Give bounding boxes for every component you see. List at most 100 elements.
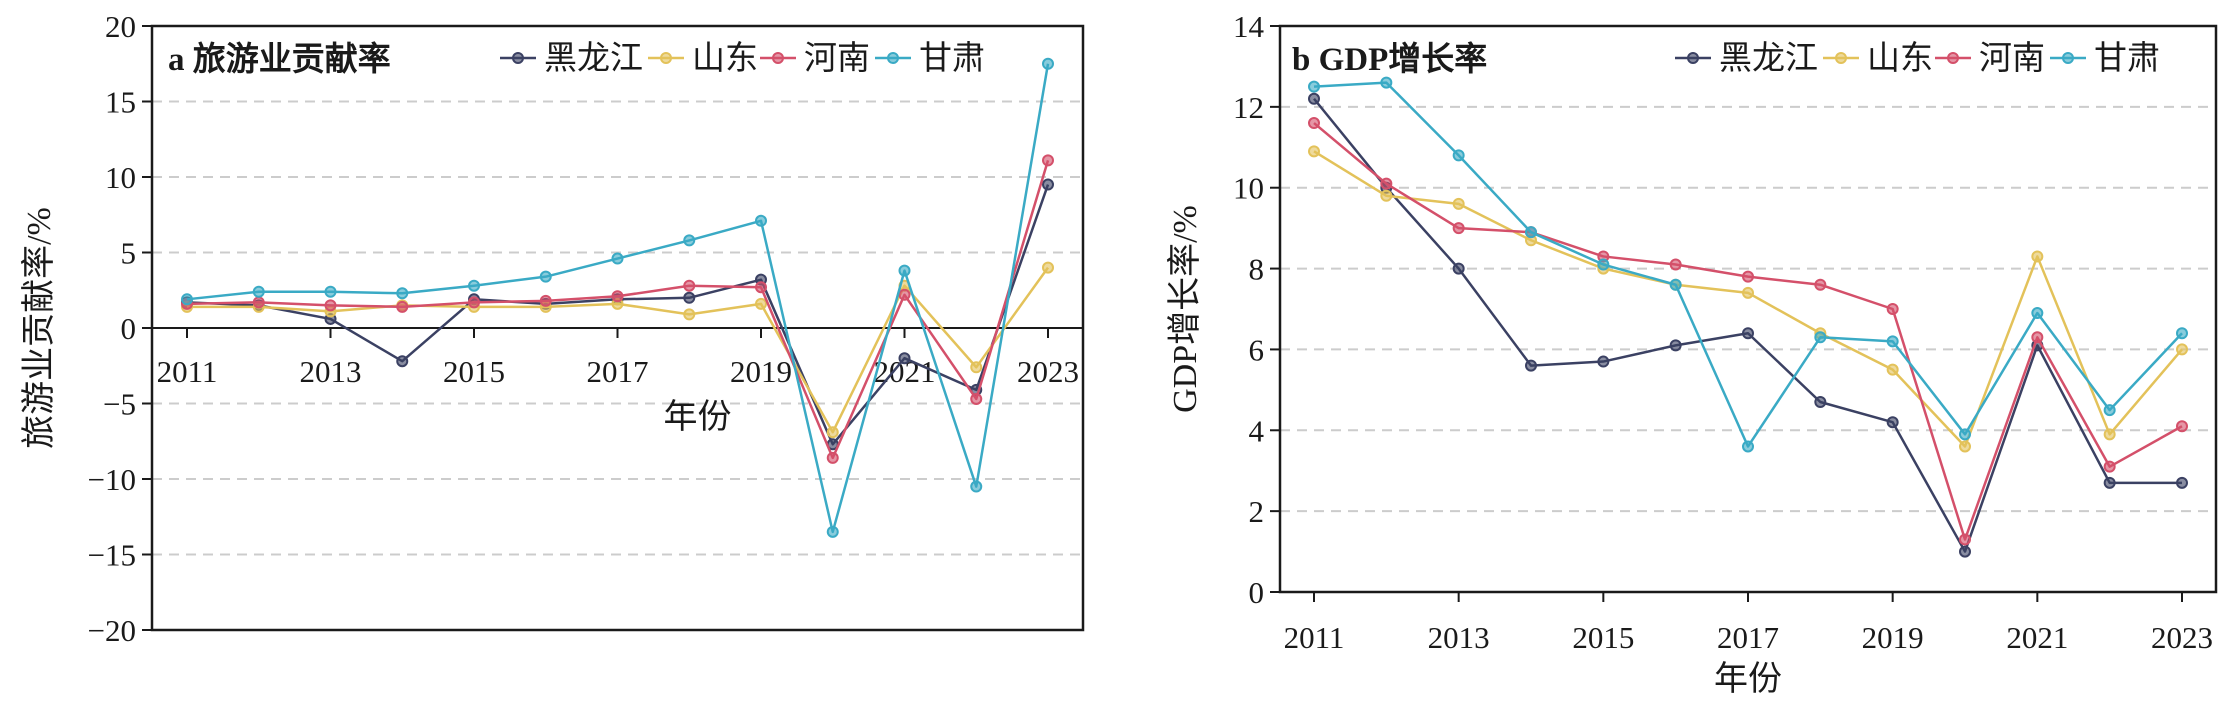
data-point [970, 392, 983, 405]
data-point [970, 480, 983, 493]
data-point [396, 300, 409, 313]
data-point [1525, 359, 1537, 372]
legend-marker [1947, 52, 1959, 64]
data-point [2103, 428, 2116, 441]
x-tick-label: 2015 [443, 354, 505, 389]
legend-label: 甘肃 [2094, 41, 2160, 77]
data-point [2176, 420, 2188, 433]
chart-gdp-growth: 14 12 10 8 6 4 2 0 2011 2013 2015 2017 2019 2021 2023 年… [1166, 9, 2218, 698]
x-tick-label: 2023 [2151, 620, 2213, 655]
y-tick-label: 14 [1233, 9, 1265, 44]
data-point [324, 299, 337, 312]
data-point [468, 279, 480, 292]
x-axis-label: 年份 [664, 398, 732, 436]
plot-frame [150, 24, 1085, 632]
data-point [1380, 76, 1393, 89]
data-point [826, 451, 839, 464]
y-tick-label: 5 [121, 236, 137, 271]
data-point [898, 352, 911, 365]
data-point [252, 285, 265, 298]
data-point [611, 290, 624, 303]
data-point [1959, 533, 1971, 546]
legend-label: 山东 [692, 40, 758, 77]
data-point [539, 294, 552, 307]
y-tick-label: 15 [105, 85, 136, 120]
y-tick-label: −20 [88, 613, 136, 648]
data-point [1597, 258, 1610, 271]
series-line-1 [1313, 97, 2182, 553]
data-point [2031, 331, 2044, 344]
y-axis-label: GDP增长率/% [1166, 205, 1204, 413]
x-axis-label: 年份 [1714, 660, 1782, 698]
data-point [2176, 327, 2188, 340]
data-point [2103, 476, 2116, 489]
data-point [1452, 222, 1465, 235]
data-point [683, 291, 696, 304]
data-point [683, 279, 696, 292]
y-tick-label: 10 [105, 160, 136, 195]
legend-label: 黑龙江 [1719, 40, 1818, 77]
series-line-2 [1313, 150, 2183, 448]
y-tick-label: 6 [1249, 332, 1265, 367]
data-point [1042, 178, 1054, 191]
data-point [252, 296, 265, 309]
data-point [1814, 331, 1827, 344]
legend-marker [772, 52, 784, 64]
data-point [1742, 270, 1754, 283]
data-point [2103, 404, 2116, 417]
data-point [1959, 440, 1971, 453]
y-tick-label: 0 [1249, 575, 1265, 610]
data-point [826, 426, 839, 439]
data-point [2031, 250, 2044, 263]
data-point [611, 252, 624, 265]
data-point [683, 308, 696, 321]
data-point [1669, 258, 1682, 271]
x-tick-label: 2013 [1428, 620, 1490, 655]
legend-marker [887, 52, 899, 64]
legend-label: 山东 [1867, 40, 1933, 77]
x-tick-label: 2015 [1572, 620, 1634, 655]
y-tick-label: 0 [121, 311, 137, 346]
data-point [1308, 117, 1320, 130]
data-point [539, 270, 552, 283]
data-point [683, 234, 696, 247]
data-point [1742, 327, 1754, 340]
data-point [898, 288, 911, 301]
data-point [2103, 460, 2116, 473]
x-tick-label: 2019 [1862, 620, 1924, 655]
legend-marker [1835, 52, 1847, 64]
data-point [2031, 307, 2044, 320]
data-point [1742, 440, 1754, 453]
y-tick-label: 12 [1233, 90, 1264, 125]
data-point [1597, 355, 1610, 368]
data-point [755, 297, 767, 310]
legend-marker [1687, 52, 1699, 64]
legend-label: 河南 [804, 40, 870, 77]
data-point [324, 285, 337, 298]
x-tick-label: 2021 [2006, 620, 2068, 655]
x-tick-label: 2011 [1284, 620, 1345, 655]
data-point [1380, 189, 1393, 202]
data-point [1042, 154, 1054, 167]
y-tick-label: 20 [105, 9, 136, 44]
data-point [1308, 145, 1320, 158]
x-tick-label: 2023 [1017, 354, 1079, 389]
data-point [1452, 197, 1465, 210]
data-point [1042, 57, 1054, 70]
x-tick-label: 2013 [300, 354, 362, 389]
chart-title: b GDP增长率 [1292, 41, 1487, 78]
data-point [1308, 80, 1320, 93]
data-point [1452, 149, 1465, 162]
y-tick-label: −15 [88, 538, 136, 573]
data-point [970, 361, 983, 374]
legend-marker [660, 52, 672, 64]
data-point [1959, 428, 1971, 441]
x-tick-label: 2017 [587, 354, 649, 389]
data-point [1886, 363, 1899, 376]
x-tick-label: 2011 [157, 354, 218, 389]
data-point [1886, 303, 1899, 315]
x-tick-label: 2019 [730, 354, 792, 389]
data-point [396, 287, 409, 300]
data-point [1814, 278, 1827, 291]
